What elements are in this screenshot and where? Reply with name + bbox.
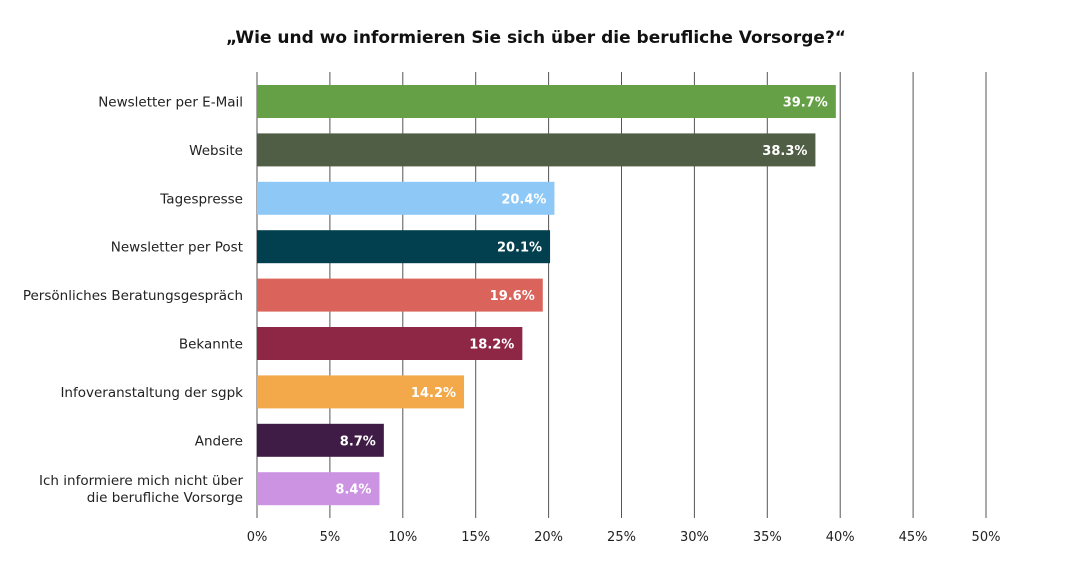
x-tick-label: 10% [388,530,417,545]
category-label-line: Website [189,143,243,159]
category-label: Bekannte [179,337,243,353]
bar [257,423,384,457]
data-label: 8.4% [335,483,371,498]
category-label-line: Persönliches Beratungsgespräch [23,288,243,304]
x-tick-label: 25% [607,530,636,545]
data-label: 38.3% [762,144,807,159]
category-label: Andere [195,433,243,449]
bar [257,133,816,167]
category-label: Persönliches Beratungsgespräch [23,288,243,304]
category-label-line: Ich informiere mich nicht über [39,473,243,489]
x-tick-label: 35% [753,530,782,545]
category-label-line: die berufliche Vorsorge [87,490,243,506]
category-label: Infoveranstaltung der sgpk [60,385,243,401]
data-label: 14.2% [411,386,456,401]
x-tick-label: 50% [972,530,1001,545]
category-label-line: Tagespresse [159,191,243,207]
category-label-line: Andere [195,433,243,449]
x-tick-label: 40% [826,530,855,545]
category-label-line: Newsletter per Post [111,240,243,256]
bar [257,327,523,360]
data-label: 8.7% [340,434,376,449]
category-label-line: Bekannte [179,337,243,353]
x-axis-ticks: 0% 5% 10% 15% 20% 25% 30% 35% 40% 45% 50% [247,530,1001,545]
bar [257,375,465,409]
bar [257,472,380,506]
category-label-line: Newsletter per E-Mail [98,95,243,111]
x-tick-label: 5% [320,530,341,545]
bars: 39.7% 38.3% 20.4% 20.1% 19.6% 18.2% 14.2% 8.7% 8… [257,85,836,506]
category-labels: Newsletter per E-Mail Website Tagespresse N… [23,95,244,507]
data-label: 18.2% [469,338,514,353]
x-tick-label: 15% [461,530,490,545]
bar [257,181,555,215]
x-tick-label: 30% [680,530,709,545]
bar [257,85,836,118]
data-label: 39.7% [783,96,828,111]
category-label: Newsletter per Post [111,240,243,256]
x-tick-label: 0% [247,530,268,545]
category-label: Ich informiere mich nicht über die berufl… [39,473,243,506]
category-label: Website [189,143,243,159]
category-label: Newsletter per E-Mail [98,95,243,111]
x-tick-label: 20% [534,530,563,545]
bar [257,278,543,312]
x-tick-label: 45% [899,530,928,545]
data-label: 20.4% [501,192,546,207]
bar [257,230,551,264]
data-label: 20.1% [497,241,542,256]
chart-title: „Wie und wo informieren Sie sich über di… [226,28,846,48]
category-label-line: Infoveranstaltung der sgpk [60,385,243,401]
category-label: Tagespresse [159,191,243,207]
data-label: 19.6% [490,289,535,304]
